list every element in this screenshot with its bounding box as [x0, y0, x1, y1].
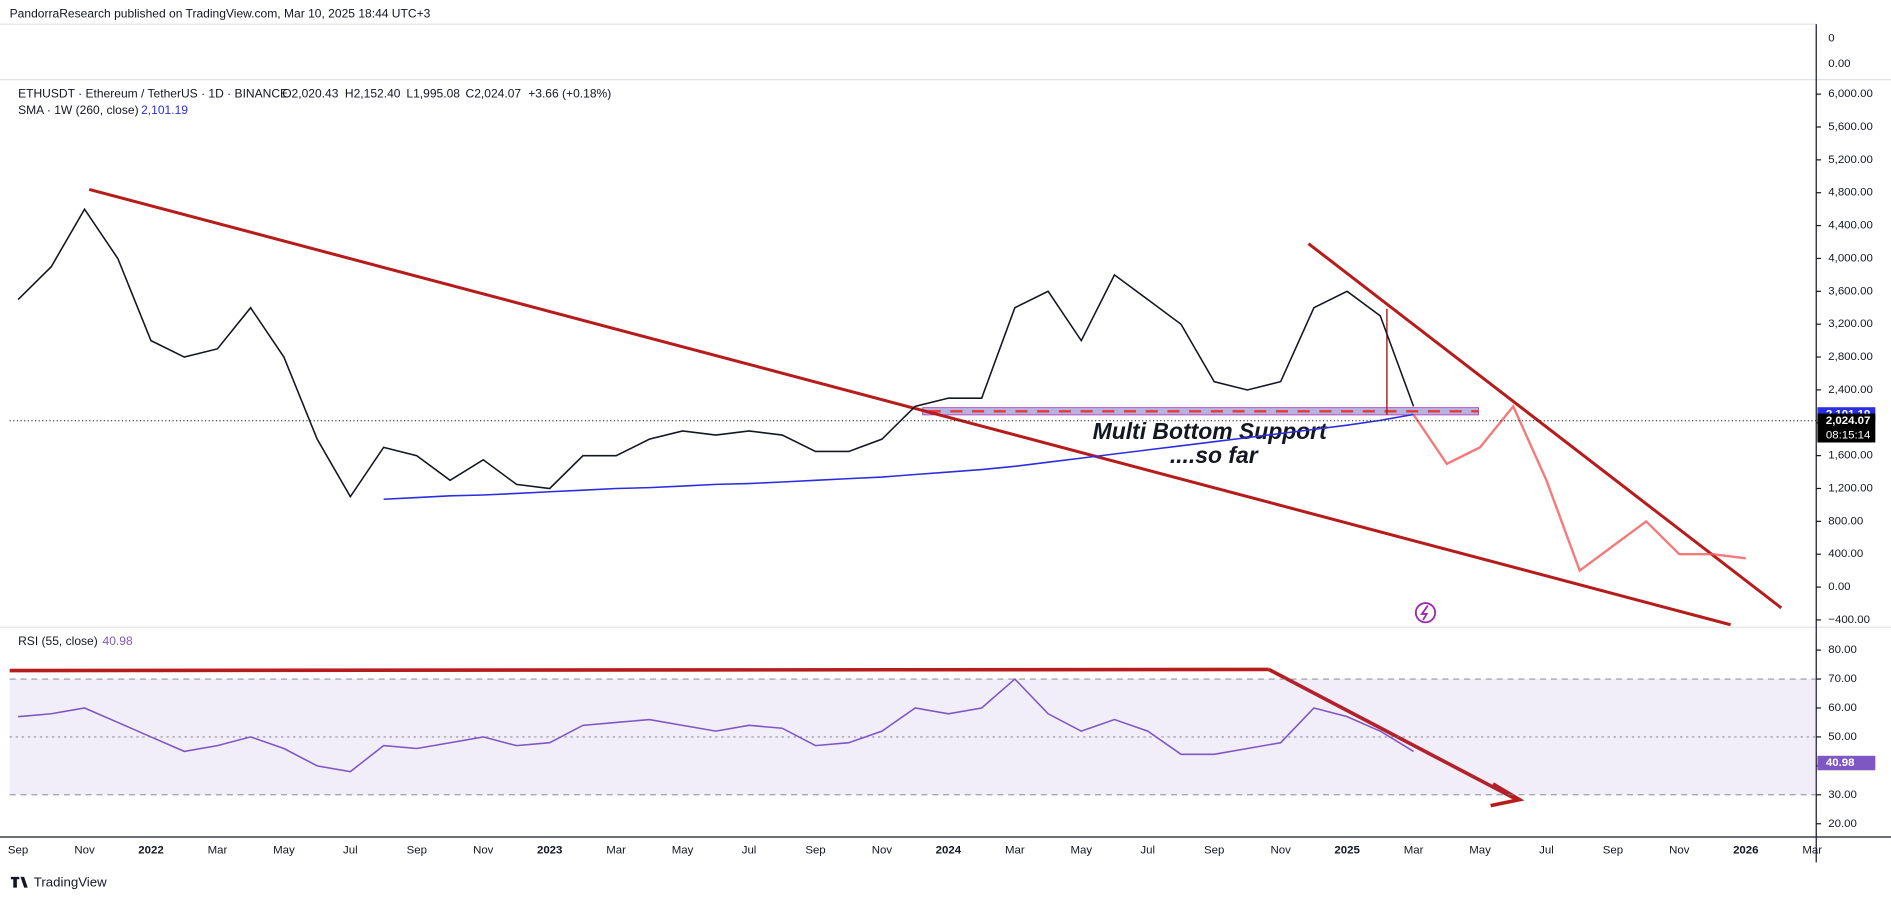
- rsi-trendline: [9, 667, 1269, 673]
- series-line: [1412, 404, 1746, 573]
- y-tick-label: 3,200.00: [1828, 318, 1873, 330]
- change: +3.66 (+0.18%): [528, 86, 611, 100]
- rsi-arrow: [1267, 667, 1516, 801]
- rsi-value: 40.98: [103, 634, 133, 648]
- trendline: [1307, 242, 1783, 610]
- x-tick-label: Mar: [1802, 844, 1822, 856]
- event-bolt: [1420, 604, 1429, 621]
- x-tick-label: Jul: [1140, 844, 1155, 856]
- series-line: [17, 207, 1415, 499]
- rsi-band: [9, 679, 1817, 795]
- y-tick-label: 1,600.00: [1828, 450, 1873, 462]
- y-tick-label: 4,400.00: [1828, 220, 1873, 232]
- y-tick-label: 5,600.00: [1828, 121, 1873, 133]
- y-tick-label: 60.00: [1828, 702, 1857, 714]
- x-tick-label: Sep: [407, 844, 427, 856]
- brand-logo: [10, 876, 28, 888]
- price-tag-label: 2,024.07: [1826, 415, 1871, 427]
- x-tick-label: 2024: [936, 844, 962, 856]
- x-tick-label: Nov: [1669, 844, 1690, 856]
- y-tick-label: 5,200.00: [1828, 154, 1873, 166]
- x-tick-label: May: [672, 844, 694, 856]
- price-tag: [1817, 755, 1876, 771]
- x-tick-label: Sep: [1603, 844, 1623, 856]
- y-tick-label: 80.00: [1828, 644, 1857, 656]
- x-tick-label: 2023: [537, 844, 562, 856]
- rsi-legend: RSI (55, close): [18, 634, 98, 648]
- x-tick-label: May: [1469, 844, 1491, 856]
- annotation: ....so far: [1170, 442, 1259, 468]
- price-tag: [1817, 413, 1876, 443]
- y-tick-label: 2,400.00: [1828, 384, 1873, 396]
- x-tick-label: Sep: [8, 844, 28, 856]
- x-tick-label: May: [273, 844, 295, 856]
- x-tick-label: Sep: [1204, 844, 1224, 856]
- top-pane-label: 0.00: [1828, 58, 1850, 70]
- y-tick-label: −400.00: [1828, 614, 1870, 626]
- x-tick-label: Nov: [872, 844, 893, 856]
- sma-legend: SMA · 1W (260, close): [18, 103, 139, 117]
- countdown: 08:15:14: [1826, 429, 1871, 441]
- top-pane-label: 0: [1828, 33, 1834, 45]
- x-tick-label: Mar: [1005, 844, 1025, 856]
- y-tick-label: 3,600.00: [1828, 285, 1873, 297]
- y-tick-label: 0.00: [1828, 581, 1850, 593]
- annotation: Multi Bottom Support: [1093, 418, 1328, 444]
- x-tick-label: May: [1070, 844, 1092, 856]
- trendline: [88, 187, 1731, 627]
- y-tick-label: 2,800.00: [1828, 351, 1873, 363]
- brand: TradingView: [34, 874, 107, 889]
- y-tick-label: 400.00: [1828, 548, 1863, 560]
- x-tick-label: Sep: [805, 844, 825, 856]
- high: H2,152.40: [345, 86, 401, 100]
- x-tick-label: Jul: [343, 844, 358, 856]
- y-tick-label: 30.00: [1828, 789, 1857, 801]
- arrow-head: [1490, 782, 1525, 808]
- x-tick-label: 2026: [1733, 844, 1758, 856]
- x-tick-label: 2022: [138, 844, 163, 856]
- x-tick-label: Jul: [1539, 844, 1554, 856]
- y-tick-label: 4,800.00: [1828, 187, 1873, 199]
- y-tick-label: 800.00: [1828, 515, 1863, 527]
- publisher: PandorraResearch published on TradingVie…: [10, 7, 431, 21]
- x-tick-label: 2025: [1334, 844, 1360, 856]
- y-tick-label: 50.00: [1828, 731, 1857, 743]
- x-tick-label: Jul: [742, 844, 757, 856]
- drawings: [9, 187, 1783, 808]
- y-tick-label: 4,000.00: [1828, 252, 1873, 264]
- x-tick-label: Nov: [473, 844, 494, 856]
- y-tick-label: 20.00: [1828, 818, 1857, 830]
- symbol: ETHUSDT · Ethereum / TetherUS · 1D · BIN…: [18, 86, 288, 100]
- x-tick-label: Mar: [208, 844, 228, 856]
- price-tag-label: 40.98: [1826, 757, 1855, 769]
- x-tick-label: Mar: [1404, 844, 1424, 856]
- y-tick-label: 6,000.00: [1828, 88, 1873, 100]
- y-tick-label: 70.00: [1828, 673, 1857, 685]
- x-tick-label: Mar: [606, 844, 626, 856]
- open: O2,020.43: [282, 86, 339, 100]
- sma-value: 2,101.19: [141, 103, 188, 117]
- event-icon: [1414, 602, 1437, 624]
- close: C2,024.07: [466, 86, 522, 100]
- low: L1,995.08: [406, 86, 460, 100]
- series-line: [383, 413, 1414, 501]
- x-tick-label: Nov: [74, 844, 95, 856]
- y-tick-label: 1,200.00: [1828, 483, 1873, 495]
- series-line: [18, 677, 1414, 773]
- x-tick-label: Nov: [1270, 844, 1291, 856]
